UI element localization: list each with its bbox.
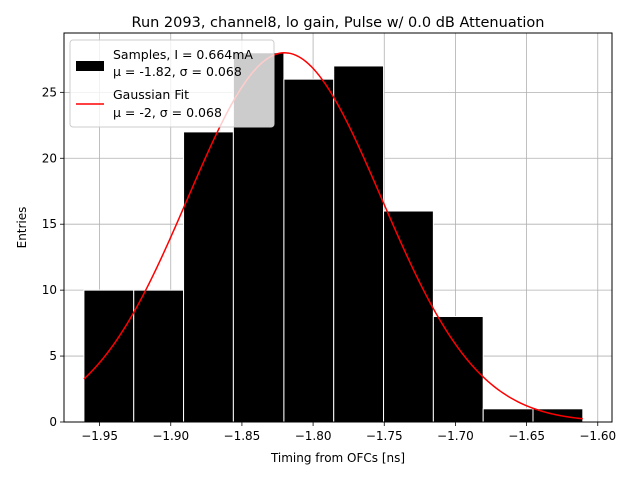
x-tick-label: −1.65 — [508, 429, 545, 443]
histogram-bar — [83, 289, 135, 423]
histogram-bar — [482, 408, 534, 423]
legend-samples-stats: μ = -1.82, σ = 0.068 — [113, 64, 242, 79]
legend-samples-label: Samples, I = 0.664mA — [113, 47, 253, 62]
x-tick-label: −1.75 — [366, 429, 403, 443]
y-tick-label: 25 — [42, 85, 57, 99]
y-tick-label: 10 — [42, 283, 57, 297]
chart-title: Run 2093, channel8, lo gain, Pulse w/ 0.… — [132, 15, 545, 31]
histogram-bar — [383, 210, 434, 423]
y-axis: 0 5 10 15 20 25 — [42, 85, 64, 429]
x-tick-label: −1.70 — [437, 429, 474, 443]
legend: Samples, I = 0.664mA μ = -1.82, σ = 0.06… — [69, 39, 275, 128]
legend-box — [69, 39, 275, 128]
x-tick-label: −1.95 — [81, 429, 118, 443]
plot-frame — [63, 32, 613, 423]
gaussian-fit-line — [83, 52, 583, 420]
x-tick-label: −1.60 — [579, 429, 616, 443]
gaussian-fit — [83, 52, 583, 420]
x-tick-label: −1.85 — [224, 429, 261, 443]
legend-samples-swatch — [76, 61, 104, 71]
x-axis: −1.95 −1.90 −1.85 −1.80 −1.75 −1.70 −1.65 −1.60 — [81, 422, 616, 443]
y-tick-label: 15 — [42, 217, 57, 231]
y-tick-label: 20 — [42, 151, 57, 165]
histogram-bar — [283, 78, 335, 423]
legend-fit-label: Gaussian Fit — [113, 87, 189, 102]
histogram-bar — [333, 65, 385, 423]
histogram-bar — [133, 289, 185, 423]
legend-fit-stats: μ = -2, σ = 0.068 — [113, 105, 222, 120]
histogram-bar — [183, 131, 234, 423]
y-tick-label: 0 — [49, 415, 57, 429]
x-tick-label: −1.80 — [295, 429, 332, 443]
y-tick-label: 5 — [49, 349, 57, 363]
y-axis-label: Entries — [15, 207, 29, 249]
x-axis-label: Timing from OFCs [ns] — [270, 451, 405, 465]
x-tick-label: −1.90 — [152, 429, 189, 443]
